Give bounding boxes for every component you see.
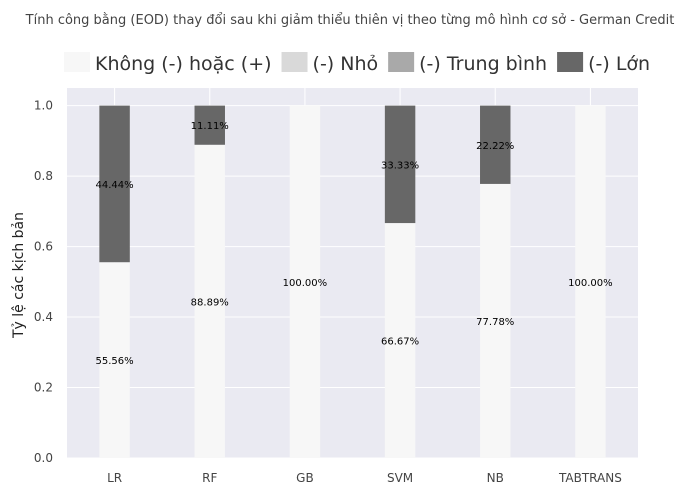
y-tick-label: 0.8 <box>34 169 53 183</box>
bar-segment <box>99 262 130 458</box>
data-label: 22.22% <box>476 141 514 152</box>
data-label: 33.33% <box>381 160 419 171</box>
legend-swatch <box>388 52 415 72</box>
x-tick-label: TABTRANS <box>558 471 622 485</box>
y-axis-label: Tỷ lệ các kịch bản <box>11 212 27 339</box>
legend: Không (-) hoặc (+) (-) Nhỏ (-) Trung bình (… <box>64 52 650 75</box>
y-tick-label: 0.6 <box>34 240 53 254</box>
y-tick-label: 0.0 <box>34 451 53 465</box>
bar-segment <box>480 183 511 458</box>
legend-label: Không (-) hoặc (+) <box>95 53 272 75</box>
bar-segment <box>289 105 321 458</box>
data-label: 11.11% <box>191 121 229 132</box>
data-label: 100.00% <box>283 278 328 289</box>
legend-label: (-) Trung bình <box>419 53 547 75</box>
x-tick-label: SVM <box>387 471 413 485</box>
y-tick-label: 0.4 <box>34 310 53 324</box>
y-tick-label: 1.0 <box>34 99 53 113</box>
bar-segment <box>99 105 130 263</box>
data-label: 77.78% <box>476 317 514 328</box>
x-axis-ticks: LR RF GB SVM NB TABTRANS <box>107 471 622 485</box>
legend-swatch <box>557 52 584 72</box>
bar-segment <box>194 105 225 145</box>
data-labels: 55.56% 44.44% 88.89% 11.11% 100.00% 66.67% 33.… <box>96 121 613 367</box>
legend-swatch <box>64 52 90 72</box>
bar-segment <box>575 105 606 458</box>
data-label: 88.89% <box>191 297 229 308</box>
chart-title: Tính công bằng (EOD) thay đổi sau khi gi… <box>25 13 675 28</box>
y-axis-ticks: 0.0 0.2 0.4 0.6 0.8 1.0 <box>34 99 53 465</box>
plot-area <box>67 88 638 458</box>
bar-segment <box>480 105 511 184</box>
legend-label: (-) Nhỏ <box>313 53 379 75</box>
x-tick-label: NB <box>487 471 504 485</box>
bars <box>99 105 606 459</box>
x-tick-label: GB <box>296 471 314 485</box>
data-label: 44.44% <box>96 180 134 191</box>
legend-label: (-) Lớn <box>588 53 650 75</box>
data-label: 100.00% <box>568 278 613 289</box>
bar-segment <box>384 105 416 224</box>
x-tick-label: RF <box>202 471 217 485</box>
y-tick-label: 0.2 <box>34 381 53 395</box>
legend-swatch <box>281 52 308 72</box>
data-label: 55.56% <box>96 356 134 367</box>
x-tick-label: LR <box>107 471 122 485</box>
bar-segment <box>384 223 416 458</box>
data-label: 66.67% <box>381 337 419 348</box>
bar-segment <box>194 144 225 459</box>
